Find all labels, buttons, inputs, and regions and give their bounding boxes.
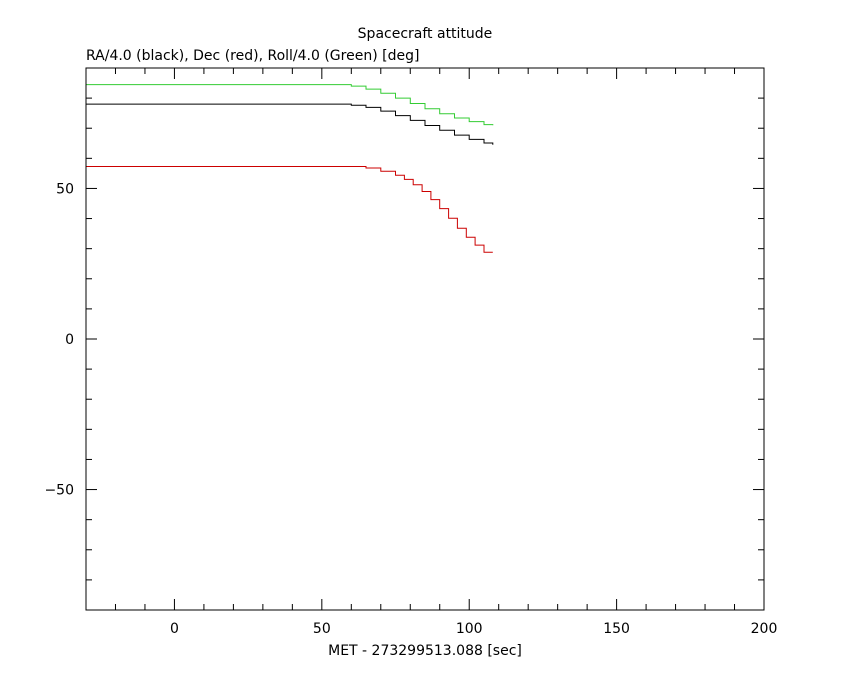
x-axis-label: MET - 273299513.088 [sec] [328,643,522,659]
y-axis-label: RA/4.0 (black), Dec (red), Roll/4.0 (Gre… [86,48,419,64]
series-line-2 [86,166,493,253]
series-layer [86,84,494,253]
y-tick-label: −50 [44,483,74,499]
x-tick-label: 0 [170,621,179,637]
x-tick-label: 100 [456,621,483,637]
y-tick-label: 50 [56,181,74,197]
x-tick-label: 150 [603,621,630,637]
x-tick-label: 50 [313,621,331,637]
series-line-1 [86,103,494,145]
series-line-3 [86,84,494,126]
chart-title: Spacecraft attitude [358,26,493,42]
ticks-layer: 0 50 100 150 200 −50 0 50 [44,67,778,637]
x-tick-label: 200 [751,621,778,637]
y-tick-label: 0 [65,332,74,348]
plot-frame [85,67,765,611]
